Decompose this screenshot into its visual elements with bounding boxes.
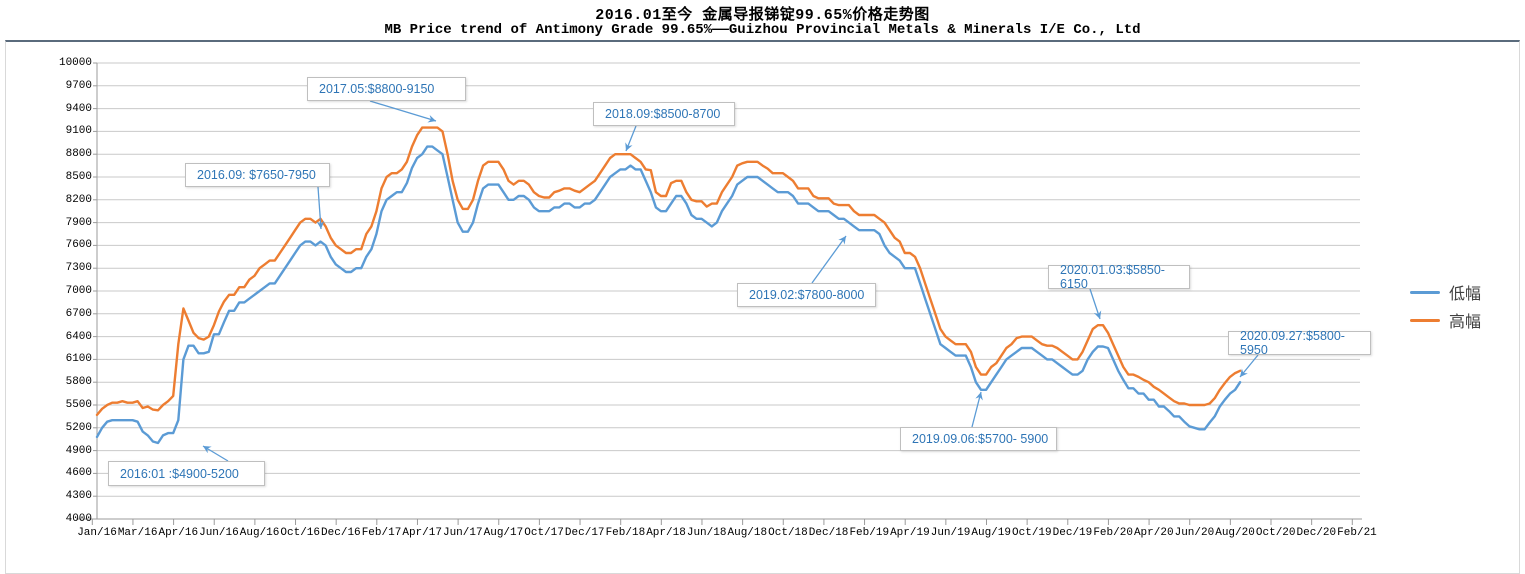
y-axis-label: 8500 [65, 171, 92, 183]
y-axis-label: 9400 [65, 102, 92, 115]
y-axis-label: 4000 [65, 513, 92, 525]
y-axis-label: 6400 [65, 330, 92, 343]
x-axis-label: Dec/17 [564, 527, 605, 539]
x-axis-label: Oct/18 [768, 527, 808, 539]
annotation-callout: 2017.05:$8800-9150 [307, 77, 466, 101]
y-axis-label: 4600 [65, 467, 92, 480]
x-axis-label: Aug/17 [483, 527, 524, 539]
annotation-arrow [811, 235, 847, 284]
x-axis-label: Feb/17 [361, 527, 402, 539]
legend-line-swatch [1410, 290, 1440, 294]
x-axis-label: Apr/20 [1133, 527, 1174, 539]
y-axis-label: 6100 [65, 353, 92, 366]
x-axis-label: Jan/16 [77, 527, 117, 539]
x-axis-label: Dec/16 [321, 527, 361, 539]
y-axis-label: 9100 [65, 125, 92, 138]
annotation-arrow [369, 100, 437, 123]
x-axis-label: Feb/18 [605, 527, 646, 539]
y-axis-label: 8200 [65, 193, 92, 206]
y-axis-label: 6700 [65, 307, 92, 320]
legend-label: 高幅 [1449, 314, 1482, 331]
annotation-callout: 2020.01.03:$5850-6150 [1048, 263, 1190, 291]
y-axis-label: 8800 [65, 148, 92, 161]
y-axis-label: 7300 [65, 262, 92, 275]
y-axis-label: 5500 [65, 399, 92, 411]
y-axis-label: 5800 [65, 376, 92, 389]
x-axis-label: Apr/17 [402, 527, 442, 539]
annotation-arrow [316, 186, 325, 230]
x-axis-label: Aug/19 [971, 527, 1011, 539]
legend-line-swatch [1410, 318, 1440, 322]
x-axis-label: Apr/16 [158, 527, 199, 539]
legend: 低幅 高幅 [1410, 278, 1481, 334]
y-axis-label: 5200 [65, 421, 92, 434]
x-axis-label: Jun/18 [686, 527, 727, 539]
x-axis-label: Apr/18 [646, 527, 686, 539]
legend-item: 低幅 [1410, 278, 1481, 306]
x-axis-label: Feb/20 [1093, 527, 1133, 539]
x-axis-label: Aug/20 [1215, 527, 1255, 539]
x-axis-label: Dec/18 [808, 527, 849, 539]
x-axis-label: Dec/20 [1296, 527, 1337, 539]
y-axis-label: 7000 [65, 285, 92, 297]
x-axis-label: Oct/20 [1255, 527, 1296, 539]
y-axis-label: 7600 [65, 239, 92, 252]
annotation-callout: 2019.09.06:$5700- 5900 [900, 427, 1057, 451]
x-axis-label: Mar/16 [117, 527, 158, 539]
x-axis-label: Jun/20 [1174, 527, 1215, 539]
series-line-high [95, 126, 1242, 417]
annotation-callout: 2016.09: $7650-7950 [185, 163, 330, 187]
x-axis-label: Oct/19 [1012, 527, 1052, 539]
x-axis-label: Oct/17 [524, 527, 564, 539]
series-line-low [95, 145, 1242, 445]
annotation-arrow [971, 391, 983, 428]
x-axis-label: Aug/18 [727, 527, 768, 539]
annotation-callout: 2020.09.27:$5800-5950 [1228, 329, 1371, 357]
x-axis-label: Feb/21 [1337, 527, 1377, 539]
annotation-arrow [1239, 354, 1259, 378]
x-axis-label: Jun/19 [930, 527, 971, 539]
annotation-arrow [625, 125, 637, 152]
y-axis-label: 4900 [65, 444, 92, 457]
annotation-callout: 2018.09:$8500-8700 [593, 102, 735, 126]
x-axis-label: Apr/19 [890, 527, 930, 539]
annotation-callout: 2016:01 :$4900-5200 [108, 461, 265, 486]
x-axis-label: Aug/16 [239, 527, 280, 539]
y-axis-label: 7900 [65, 216, 92, 229]
x-axis-label: Dec/19 [1052, 527, 1093, 539]
y-axis-label: 10000 [58, 57, 92, 69]
y-axis-label: 9700 [65, 79, 92, 92]
legend-label: 低幅 [1449, 286, 1482, 303]
annotation-arrow [202, 445, 229, 462]
x-axis-label: Feb/19 [849, 527, 890, 539]
chart-title-en: MB Price trend of Antimony Grade 99.65%—… [384, 22, 1141, 38]
annotation-callout: 2019.02:$7800-8000 [737, 283, 876, 307]
annotation-arrow [1089, 288, 1102, 320]
y-axis-label: 4300 [65, 490, 92, 503]
x-axis-label: Jun/17 [442, 527, 483, 539]
chart-title-cn: 2016.01至今 金属导报锑锭99.65%价格走势图 [595, 7, 930, 24]
legend-item: 高幅 [1410, 306, 1481, 334]
x-axis-label: Oct/16 [280, 527, 321, 539]
x-axis-label: Jun/16 [199, 527, 239, 539]
